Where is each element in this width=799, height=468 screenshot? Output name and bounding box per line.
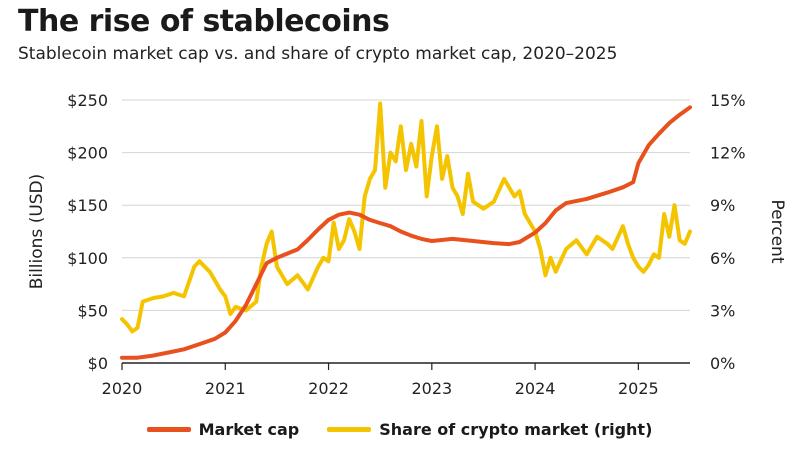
y2-tick-label: 12% [710, 144, 746, 163]
legend-swatch-market-cap [146, 427, 191, 432]
series-line-market-cap[interactable] [120, 105, 692, 360]
y-axis-title: Billions (USD) [27, 174, 47, 290]
legend-item-share[interactable]: Share of crypto market (right) [327, 420, 652, 439]
x-tick-label: 2023 [411, 379, 452, 398]
x-tick-label: 2021 [205, 379, 246, 398]
legend-label-share: Share of crypto market (right) [379, 420, 653, 439]
x-tick-label: 2022 [308, 379, 349, 398]
series-line-share[interactable] [120, 101, 692, 334]
y2-tick-label: 15% [710, 91, 746, 110]
x-tick-label: 2024 [515, 379, 556, 398]
chart-subtitle: Stablecoin market cap vs. and share of c… [18, 44, 618, 64]
y2-axis-title: Percent [767, 200, 787, 264]
y-tick-label: $0 [88, 354, 108, 373]
x-tick-label: 2025 [618, 379, 659, 398]
x-tick-label: 2020 [102, 379, 143, 398]
y-tick-label: $200 [67, 144, 108, 163]
y-tick-label: $100 [67, 249, 108, 268]
y-tick-label: $250 [67, 91, 108, 110]
legend: Market cap Share of crypto market (right… [0, 420, 799, 439]
y2-tick-label: 3% [710, 301, 735, 320]
y-tick-label: $150 [67, 196, 108, 215]
chart-title: The rise of stablecoins [18, 4, 390, 39]
legend-swatch-share [327, 427, 372, 432]
y2-tick-label: 9% [710, 196, 735, 215]
line-chart: $0 $50 $100 $150 $200 $250 0% 3% 6% 9% 12% 15% 2020 2… [27, 91, 787, 398]
legend-label-market-cap: Market cap [198, 420, 300, 439]
y2-tick-label: 0% [710, 354, 735, 373]
legend-item-market-cap[interactable]: Market cap [146, 420, 300, 439]
y2-tick-label: 6% [710, 249, 735, 268]
y-tick-label: $50 [77, 301, 108, 320]
